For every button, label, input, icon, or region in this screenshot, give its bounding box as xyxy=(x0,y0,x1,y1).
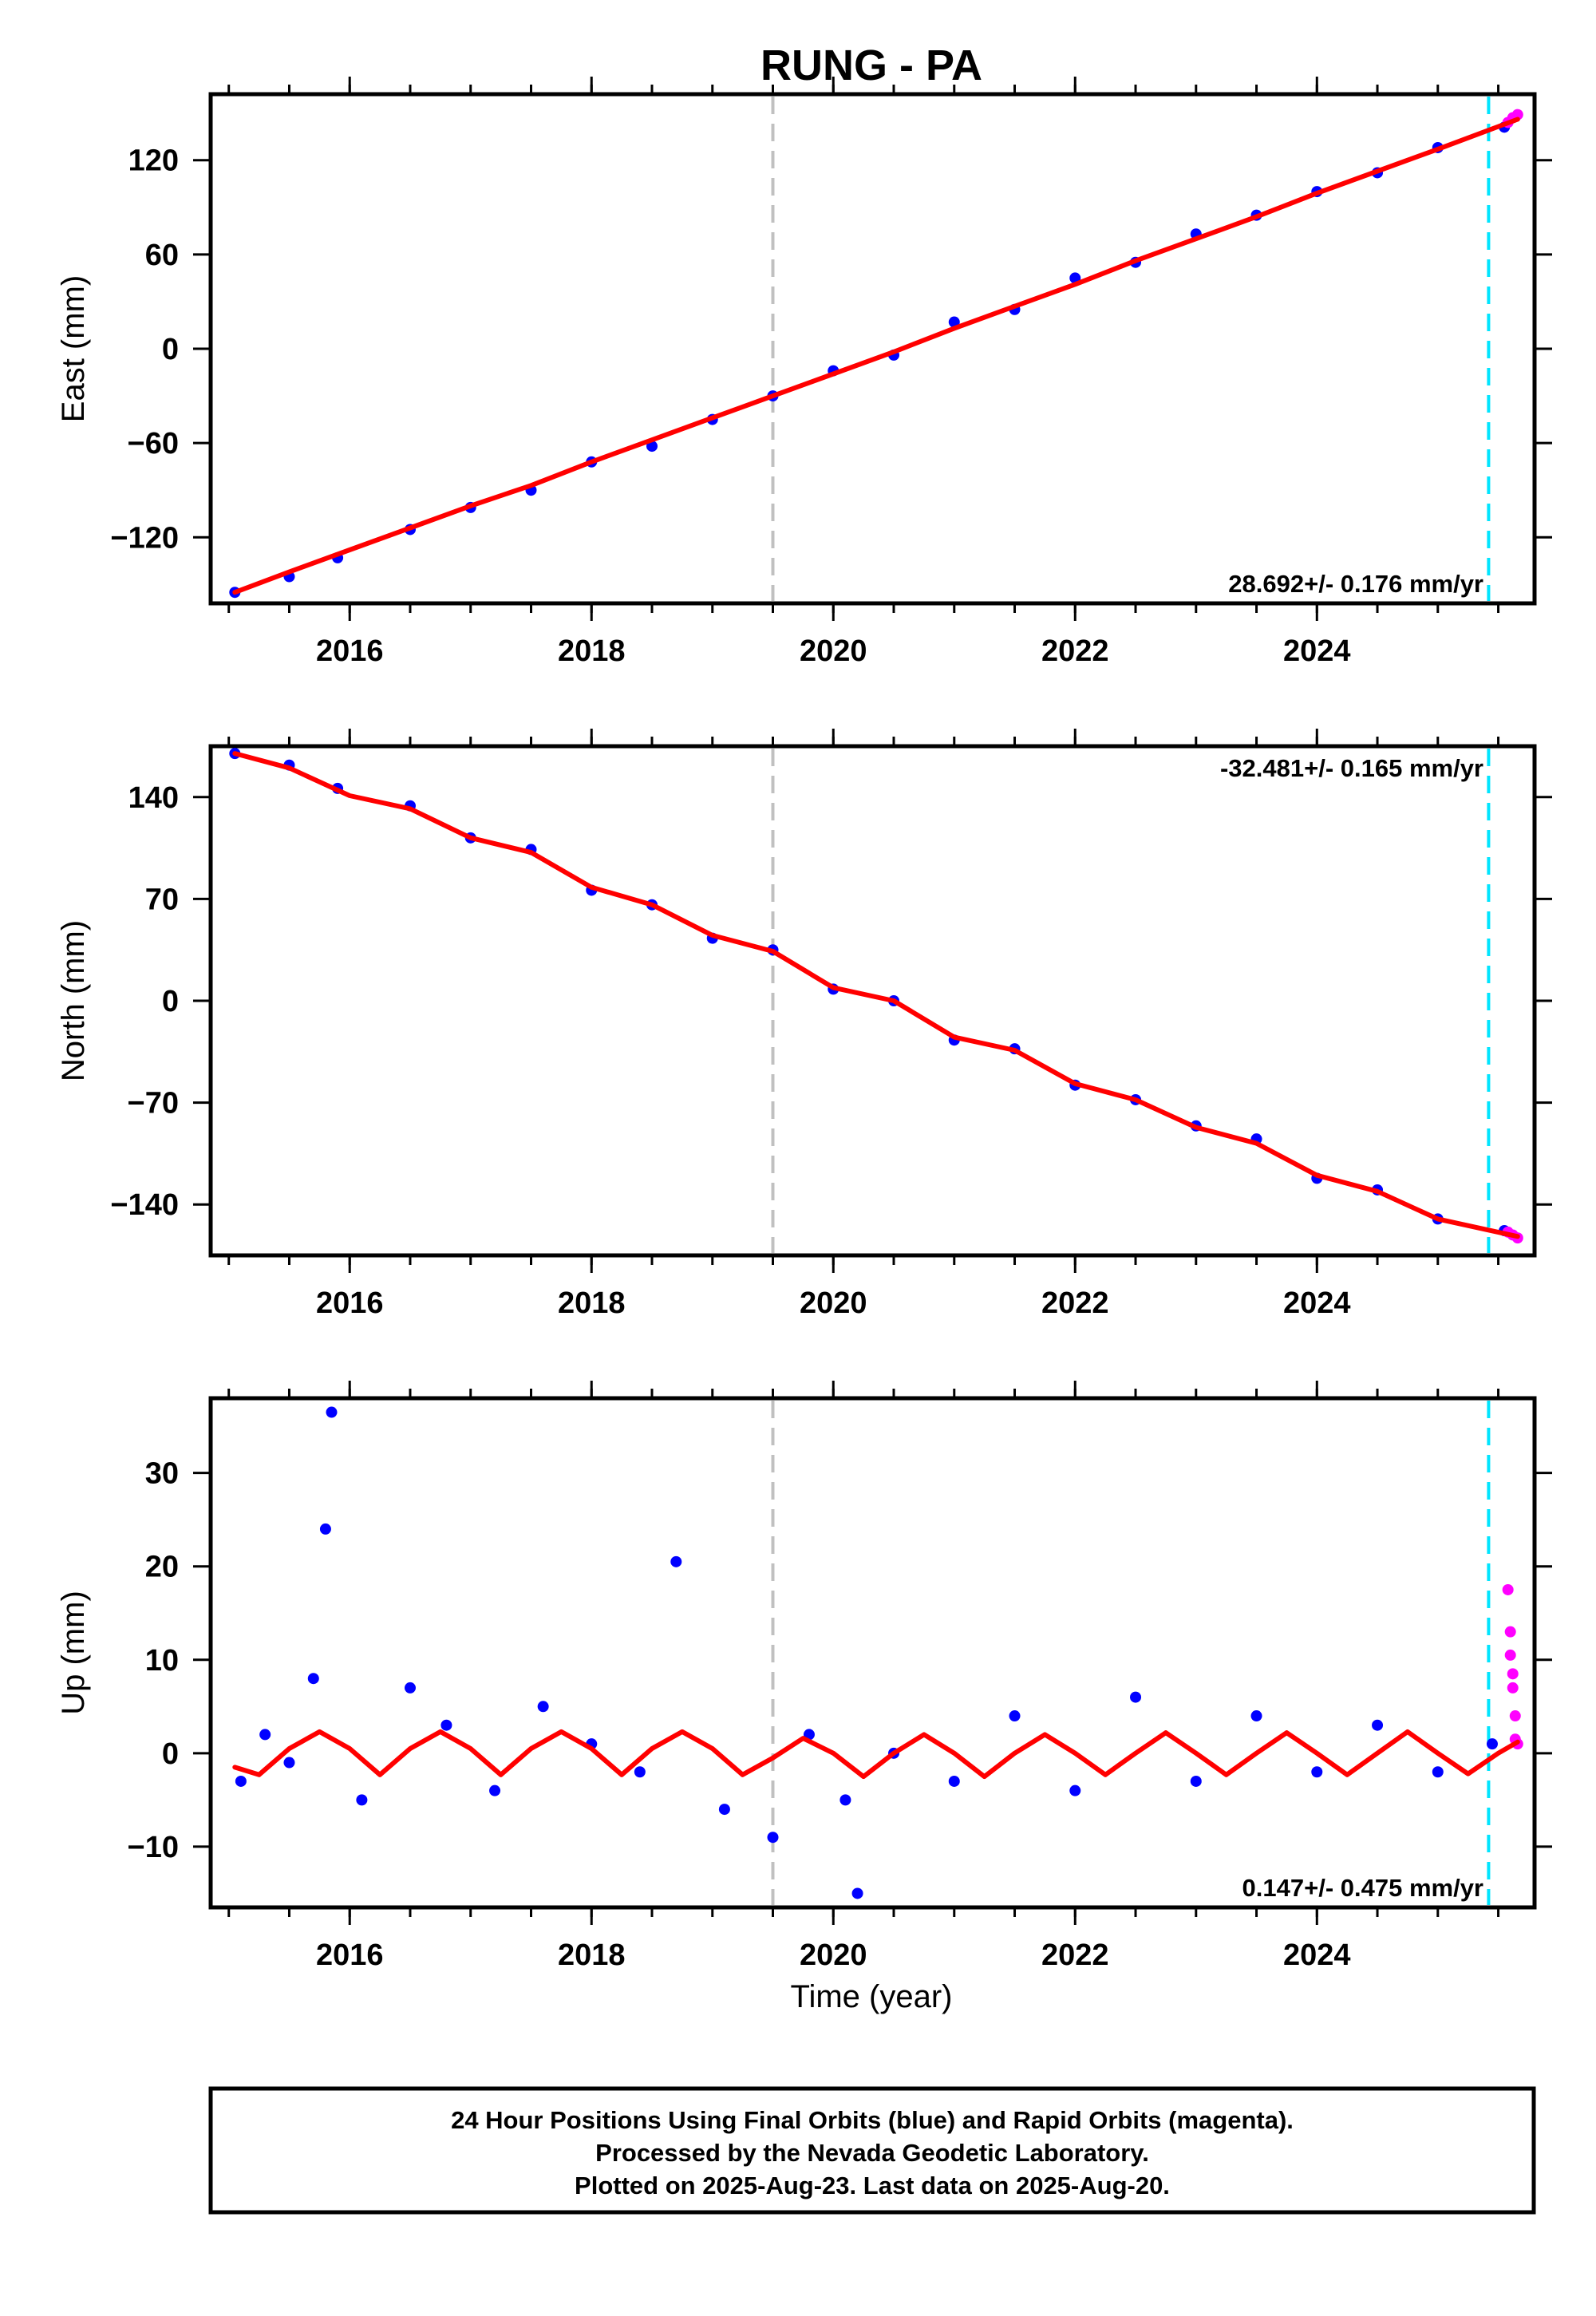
up-final-orbit-point xyxy=(851,1887,863,1899)
up-final-orbit-point xyxy=(839,1794,851,1806)
footer-line-3: Plotted on 2025-Aug-23. Last data on 202… xyxy=(575,2172,1170,2199)
up-rapid-orbit-point xyxy=(1504,1649,1516,1661)
up-final-orbit-point xyxy=(1486,1738,1498,1750)
up-y-tick-label: 10 xyxy=(145,1644,179,1678)
up-final-orbit-point xyxy=(404,1682,416,1694)
up-final-orbit-point xyxy=(1190,1775,1202,1787)
up-final-orbit-point xyxy=(670,1555,682,1567)
east-y-tick-label: −60 xyxy=(128,427,179,460)
up-final-orbit-point xyxy=(1432,1766,1444,1778)
north-panel-frame xyxy=(208,744,1537,1258)
up-model-fit-line xyxy=(232,1729,1520,1780)
east-y-tick-label: 0 xyxy=(162,333,179,366)
up-final-orbit-point xyxy=(948,1775,960,1787)
up-y-tick-label: 0 xyxy=(162,1737,179,1771)
up-y-tick-label: 30 xyxy=(145,1457,179,1491)
up-final-orbit-point xyxy=(1250,1710,1262,1722)
north-x-tick-label: 2020 xyxy=(800,1286,867,1320)
north-y-tick-label: −140 xyxy=(110,1188,179,1222)
north-y-tick-label: 70 xyxy=(145,883,179,916)
up-x-tick-label: 2018 xyxy=(558,1939,626,1972)
east-x-tick-label: 2018 xyxy=(558,634,626,668)
east-rate-label: 28.692+/- 0.176 mm/yr xyxy=(1228,570,1483,598)
up-x-tick-label: 2020 xyxy=(800,1939,867,1972)
east-x-tick-label: 2016 xyxy=(316,634,384,668)
up-final-orbit-point xyxy=(440,1719,452,1731)
east-x-tick-label: 2022 xyxy=(1041,634,1109,668)
east-x-tick-label: 2024 xyxy=(1283,634,1351,668)
north-x-tick-label: 2016 xyxy=(316,1286,384,1320)
x-axis-label: Time (year) xyxy=(791,1979,953,2014)
up-final-orbit-point xyxy=(283,1757,295,1769)
north-rate-label: -32.481+/- 0.165 mm/yr xyxy=(1220,754,1483,782)
up-final-orbit-point xyxy=(489,1784,501,1796)
up-y-tick-label: −10 xyxy=(128,1831,179,1864)
up-final-orbit-point xyxy=(356,1794,368,1806)
up-rapid-orbit-point xyxy=(1507,1682,1519,1694)
up-x-tick-label: 2022 xyxy=(1041,1939,1109,1972)
up-x-tick-label: 2024 xyxy=(1283,1939,1351,1972)
up-final-orbit-point xyxy=(1130,1691,1142,1703)
east-model-fit-line xyxy=(232,117,1520,595)
up-final-orbit-point xyxy=(326,1406,338,1418)
up-y-axis-label: Up (mm) xyxy=(56,1591,91,1715)
footer-line-1: 24 Hour Positions Using Final Orbits (bl… xyxy=(451,2106,1294,2134)
up-final-orbit-point xyxy=(307,1673,319,1685)
north-panel: 2016 2018 2020 2022 2024 −140 −70 0 70 140 North (… xyxy=(56,729,1552,1320)
north-x-tick-label: 2018 xyxy=(558,1286,626,1320)
up-panel: 2016 2018 2020 2022 2024 −10 0 10 20 30 Up (mm) 0.1… xyxy=(56,1381,1552,1972)
up-rapid-orbit-point xyxy=(1507,1668,1519,1680)
up-rate-label: 0.147+/- 0.475 mm/yr xyxy=(1242,1874,1483,1902)
north-y-tick-label: 0 xyxy=(162,985,179,1018)
north-y-tick-label: 140 xyxy=(128,781,179,815)
up-final-orbit-point xyxy=(634,1766,646,1778)
up-final-orbit-point xyxy=(718,1804,730,1816)
north-x-tick-label: 2022 xyxy=(1041,1286,1109,1320)
north-model-fit-line xyxy=(232,751,1520,1239)
up-rapid-orbit-point xyxy=(1502,1583,1514,1595)
up-final-orbit-point xyxy=(1311,1766,1323,1778)
up-panel-frame xyxy=(208,1396,1537,1910)
east-y-tick-label: 120 xyxy=(128,144,179,178)
east-rapid-orbit-point xyxy=(1511,109,1523,121)
north-y-axis-label: North (mm) xyxy=(56,920,91,1081)
north-x-tick-label: 2024 xyxy=(1283,1286,1351,1320)
chart-title: RUNG - PA xyxy=(760,41,982,89)
up-x-tick-label: 2016 xyxy=(316,1939,384,1972)
east-y-tick-label: 60 xyxy=(145,239,179,272)
up-final-orbit-point xyxy=(537,1701,549,1713)
up-rapid-orbit-point xyxy=(1509,1710,1521,1722)
up-final-orbit-point xyxy=(319,1523,331,1535)
up-final-orbit-point xyxy=(1372,1719,1384,1731)
north-y-tick-label: −70 xyxy=(128,1087,179,1120)
footer-box: 24 Hour Positions Using Final Orbits (bl… xyxy=(208,2086,1536,2215)
up-y-tick-label: 20 xyxy=(145,1551,179,1584)
up-final-orbit-point xyxy=(259,1729,271,1741)
footer-line-2: Processed by the Nevada Geodetic Laborat… xyxy=(595,2139,1149,2167)
east-x-tick-label: 2020 xyxy=(800,634,867,668)
east-y-axis-label: East (mm) xyxy=(56,275,91,422)
up-final-orbit-point xyxy=(1069,1784,1081,1796)
up-final-orbit-point xyxy=(235,1775,247,1787)
panels-group: 2016 2018 2020 2022 2024 −120 −60 0 60 120 East (m… xyxy=(56,77,1552,1972)
up-final-orbit-point xyxy=(1009,1710,1021,1722)
east-panel: 2016 2018 2020 2022 2024 −120 −60 0 60 120 East (m… xyxy=(56,77,1552,668)
east-y-tick-label: −120 xyxy=(110,521,179,555)
up-rapid-orbit-point xyxy=(1504,1626,1516,1638)
up-final-orbit-point xyxy=(767,1832,779,1844)
